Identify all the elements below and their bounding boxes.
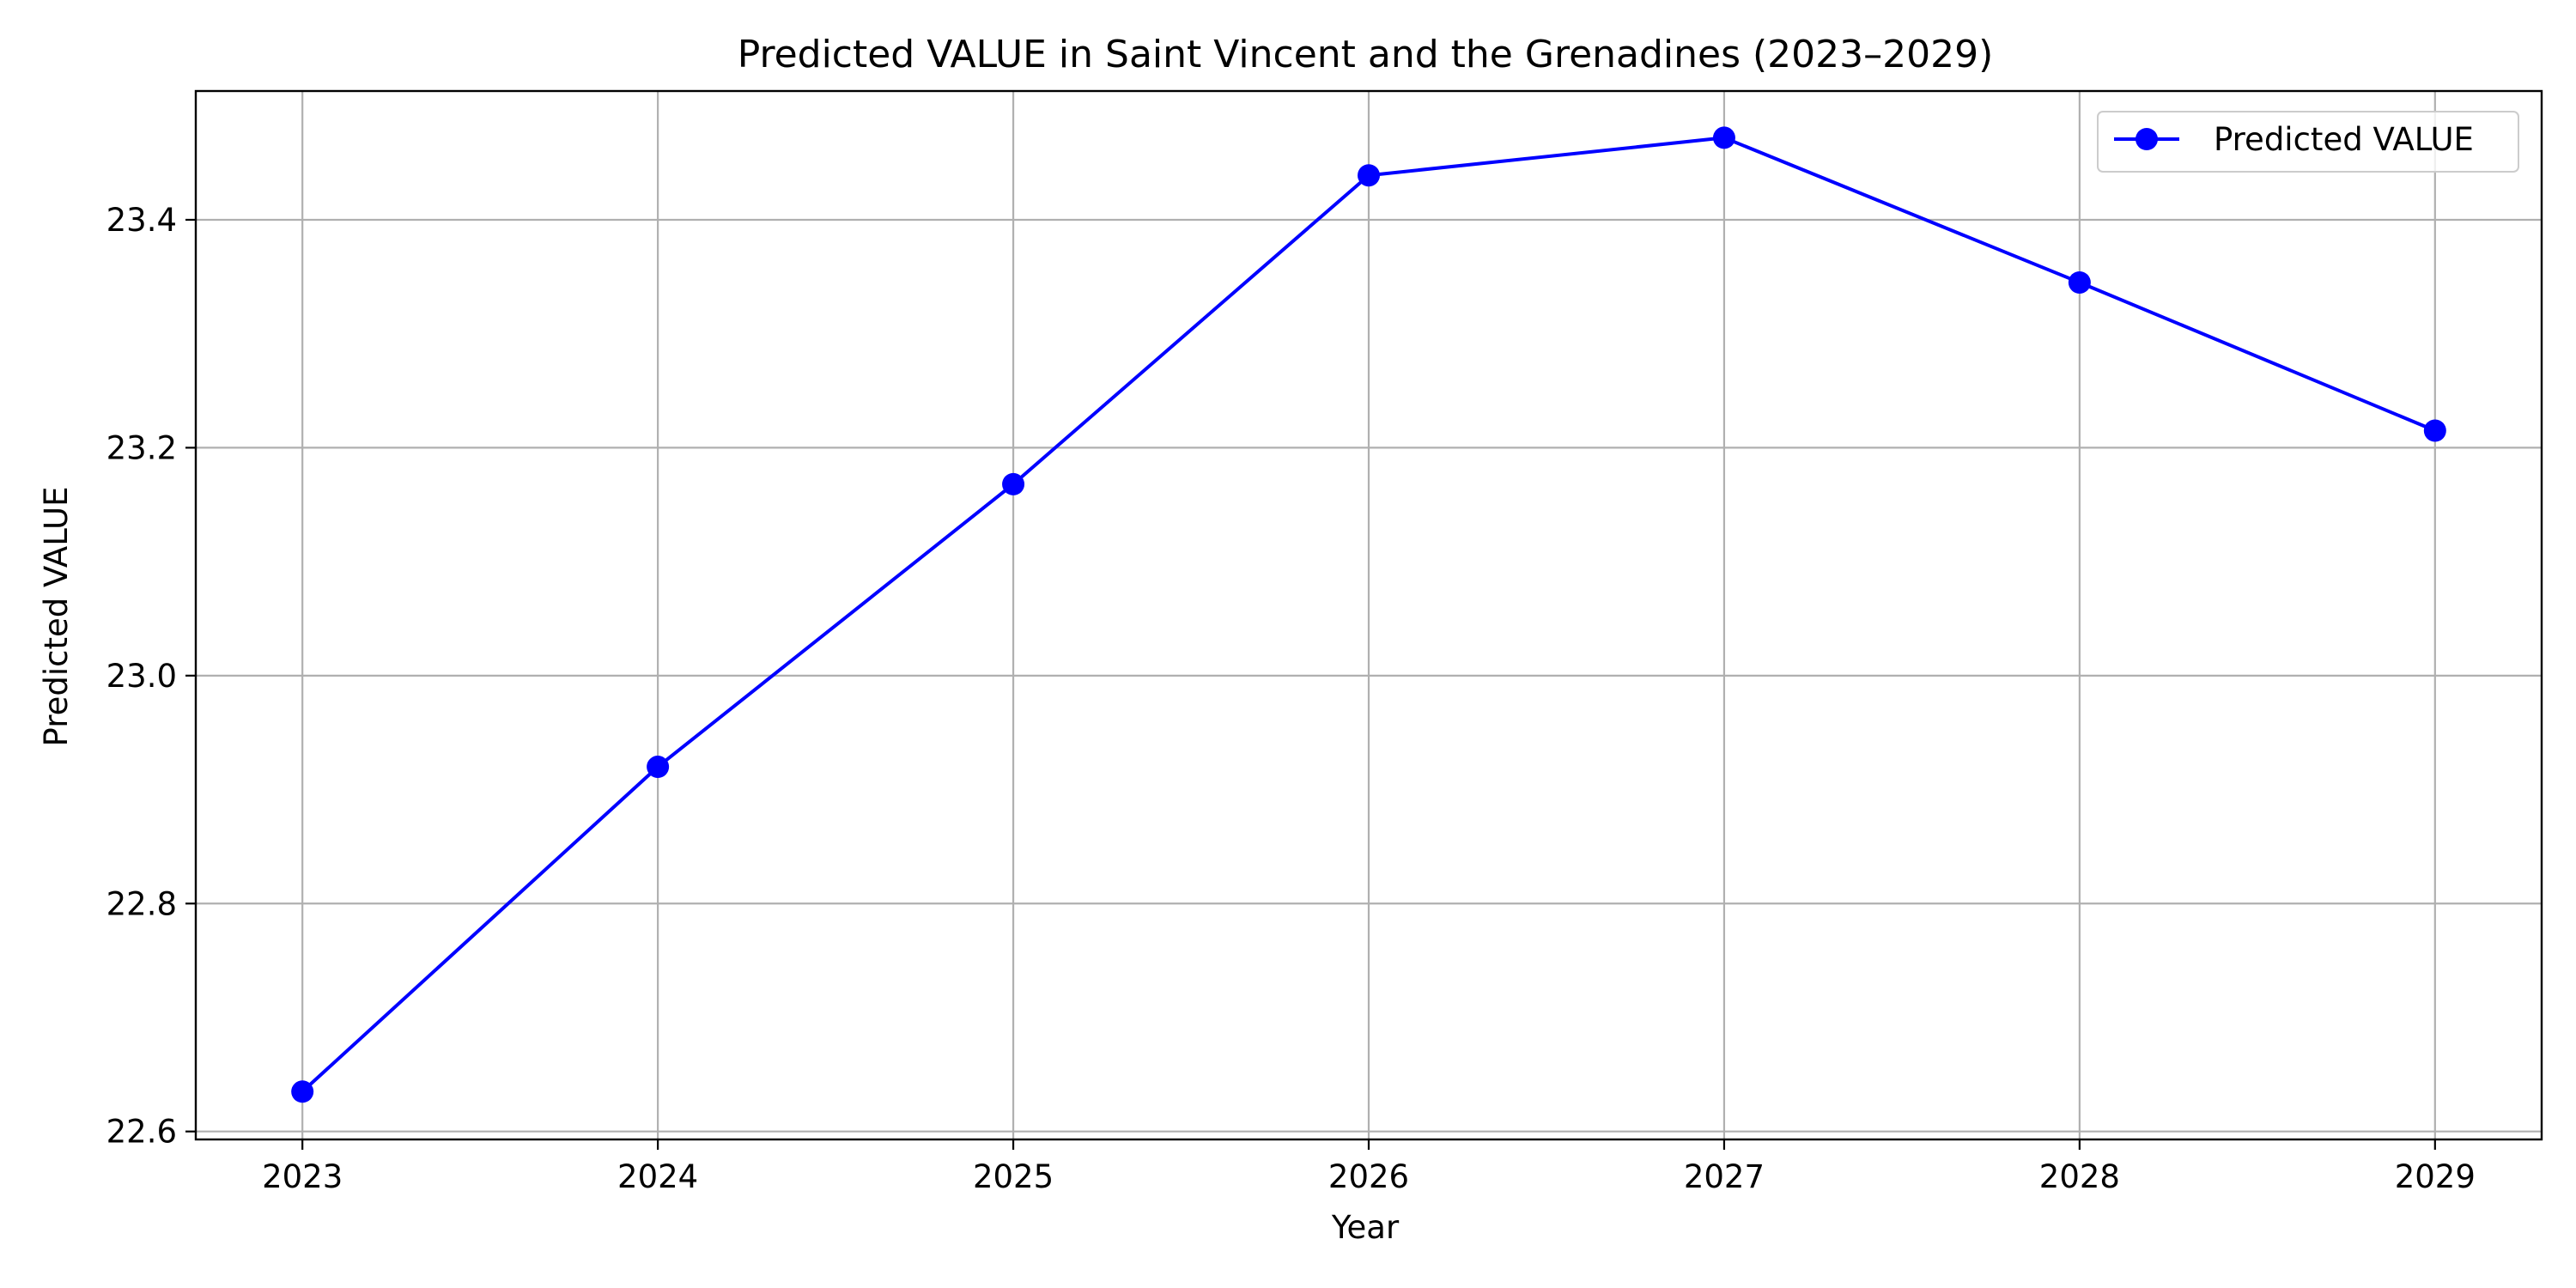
y-axis-label: Predicted VALUE <box>38 487 75 747</box>
series-layer <box>291 126 2446 1103</box>
legend-marker-swatch <box>2136 128 2158 150</box>
data-point-2023 <box>291 1080 314 1103</box>
x-tick-label: 2027 <box>1684 1158 1765 1195</box>
data-point-2025 <box>1002 472 1025 495</box>
y-tick-label: 22.6 <box>106 1114 177 1151</box>
data-point-2024 <box>647 756 670 779</box>
legend-box <box>2097 111 2519 173</box>
legend-entry-predicted-value: Predicted VALUE <box>2214 121 2474 158</box>
y-tick-label: 22.8 <box>106 885 177 922</box>
chart-title: Predicted VALUE in Saint Vincent and the… <box>738 33 1994 76</box>
x-axis-label: Year <box>1331 1209 1400 1246</box>
data-point-2029 <box>2423 419 2446 442</box>
legend: Predicted VALUE <box>2097 111 2519 173</box>
data-point-2026 <box>1358 164 1380 187</box>
x-tick-label: 2025 <box>973 1158 1054 1195</box>
y-tick-label: 23.2 <box>106 429 177 466</box>
x-tick-label: 2029 <box>2395 1158 2476 1195</box>
x-tick-label: 2024 <box>617 1158 698 1195</box>
axis-ticks: 2023 2024 2025 2026 2027 2028 2029 22.6 22.8 23.0… <box>106 202 2476 1195</box>
grid-lines <box>196 91 2542 1139</box>
y-tick-label: 23.0 <box>106 658 177 695</box>
x-tick-label: 2023 <box>262 1158 343 1195</box>
y-tick-label: 23.4 <box>106 202 177 239</box>
x-tick-label: 2026 <box>1328 1158 1409 1195</box>
data-point-2028 <box>2068 270 2091 294</box>
x-tick-label: 2028 <box>2039 1158 2120 1195</box>
data-point-2027 <box>1712 126 1735 149</box>
